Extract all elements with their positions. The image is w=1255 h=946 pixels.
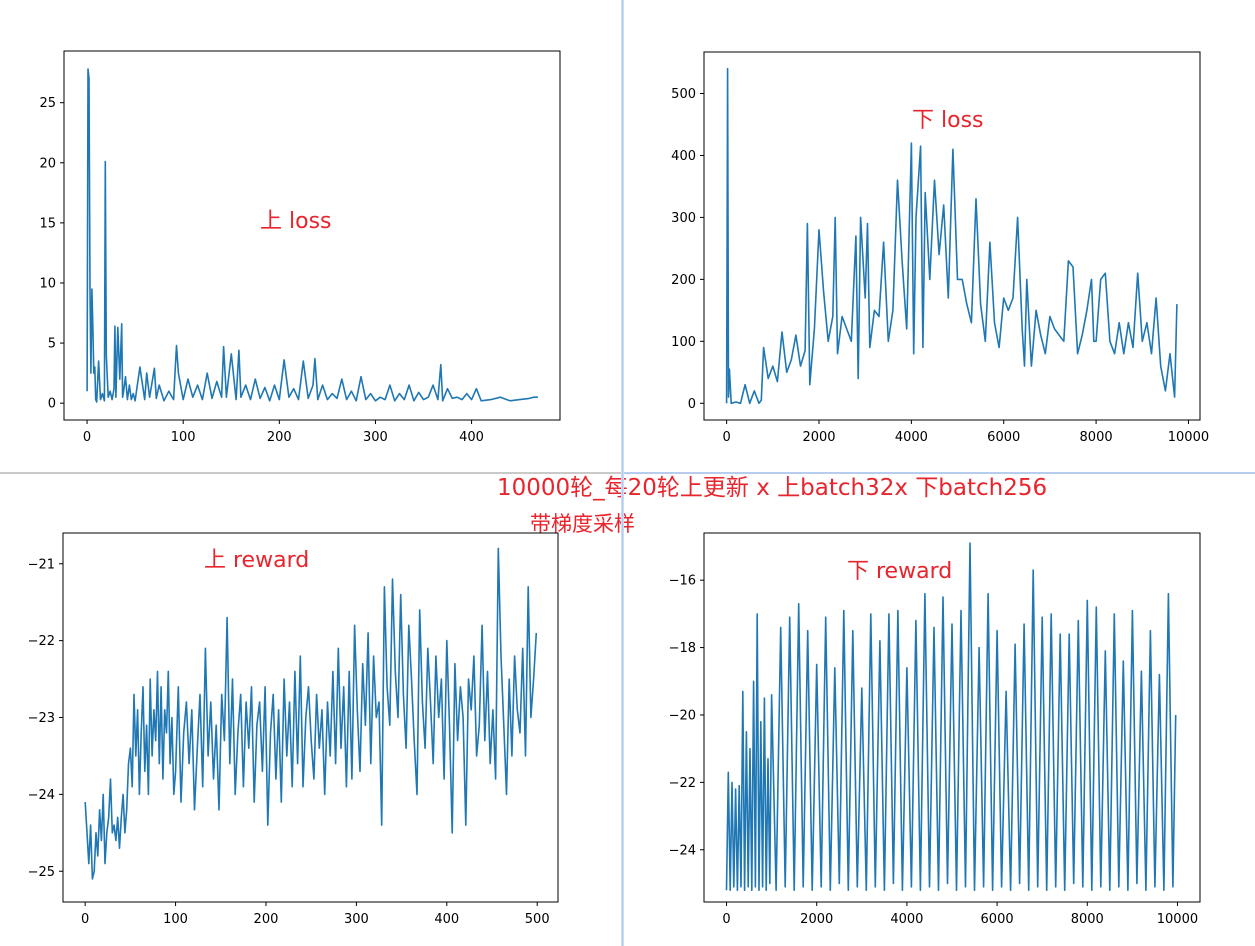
lower-reward-annotation: 下 reward <box>847 559 952 584</box>
lower-loss-xtick-label: 10000 <box>1168 430 1209 445</box>
upper-reward-xtick-label: 200 <box>254 912 279 927</box>
lower-loss-ytick-label: 500 <box>671 87 696 102</box>
upper-loss-series-line <box>86 68 538 403</box>
upper-reward-annotation: 上 reward <box>204 548 309 573</box>
lower-loss-ytick-label: 400 <box>671 149 696 164</box>
lower-loss-series-line <box>725 67 1178 405</box>
upper-loss-ytick-label: 10 <box>39 276 56 291</box>
lower-reward-ytick-label: −22 <box>669 776 696 791</box>
lower-loss-xtick-label: 2000 <box>802 430 835 445</box>
vertical-divider <box>621 0 624 946</box>
upper-reward-series-line <box>84 547 538 880</box>
upper-loss-ytick-label: 5 <box>48 337 56 352</box>
lower-loss-xtick-label: 0 <box>722 430 730 445</box>
upper-reward-ytick-label: −23 <box>28 711 55 726</box>
lower-loss-annotation: 下 loss <box>912 108 984 133</box>
upper-reward-chart: 0 100 200 300 400 500 −25 −24 −23 −22 −21 上 reward <box>28 532 559 927</box>
caption-main: 10000轮_每20轮上更新 x 上batch32x 下batch256 <box>497 475 1048 501</box>
lower-loss-chart: 0 2000 4000 6000 8000 10000 0 100 200 300 400 500 下 … <box>671 51 1209 445</box>
lower-reward-ytick-label: −24 <box>669 843 696 858</box>
upper-reward-xtick-label: 0 <box>81 912 89 927</box>
lower-reward-xtick-label: 10000 <box>1157 912 1198 927</box>
lower-loss-frame <box>703 51 1201 421</box>
lower-reward-xtick-label: 2000 <box>800 912 833 927</box>
lower-loss-xtick-label: 6000 <box>987 430 1020 445</box>
upper-loss-ytick-label: 25 <box>39 96 56 111</box>
upper-loss-ytick-label: 20 <box>39 156 56 171</box>
upper-reward-xtick-label: 500 <box>525 912 550 927</box>
lower-reward-ytick-label: −16 <box>669 574 696 589</box>
lower-reward-xtick-label: 0 <box>722 912 730 927</box>
lower-reward-series-line <box>725 542 1177 892</box>
lower-loss-ytick-label: 300 <box>671 211 696 226</box>
upper-loss-xtick-label: 200 <box>267 430 292 445</box>
upper-loss-xtick-label: 100 <box>171 430 196 445</box>
upper-reward-ytick-label: −21 <box>28 557 55 572</box>
lower-reward-xtick-label: 8000 <box>1071 912 1104 927</box>
caption-sub: 带梯度采样 <box>530 512 635 536</box>
lower-reward-xtick-label: 4000 <box>890 912 923 927</box>
upper-loss-xtick-label: 0 <box>83 430 91 445</box>
horizontal-divider-right <box>624 472 1255 474</box>
upper-loss-chart: 0 100 200 300 400 0 5 10 15 20 25 上 loss <box>39 50 561 445</box>
upper-reward-ytick-label: −24 <box>28 788 55 803</box>
lower-reward-chart: 0 2000 4000 6000 8000 10000 −24 −22 −20 −18 −16 下 r… <box>669 532 1201 927</box>
upper-loss-xtick-label: 300 <box>363 430 388 445</box>
lower-loss-ytick-label: 0 <box>688 397 696 412</box>
upper-loss-xtick-label: 400 <box>459 430 484 445</box>
upper-reward-ytick-label: −22 <box>28 634 55 649</box>
upper-reward-ytick-label: −25 <box>28 865 55 880</box>
upper-reward-xtick-label: 100 <box>163 912 188 927</box>
lower-loss-xtick-label: 8000 <box>1080 430 1113 445</box>
upper-loss-ytick-label: 0 <box>48 397 56 412</box>
upper-reward-xtick-label: 400 <box>434 912 459 927</box>
upper-reward-xtick-label: 300 <box>344 912 369 927</box>
lower-reward-ytick-label: −20 <box>669 708 696 723</box>
horizontal-divider-left <box>0 472 621 474</box>
lower-loss-ytick-label: 200 <box>671 273 696 288</box>
lower-loss-ytick-label: 100 <box>671 335 696 350</box>
upper-loss-frame <box>63 50 561 421</box>
lower-reward-ytick-label: −18 <box>669 641 696 656</box>
lower-reward-xtick-label: 6000 <box>981 912 1014 927</box>
upper-loss-ytick-label: 15 <box>39 216 56 231</box>
upper-loss-annotation: 上 loss <box>260 209 332 234</box>
lower-loss-xtick-label: 4000 <box>895 430 928 445</box>
